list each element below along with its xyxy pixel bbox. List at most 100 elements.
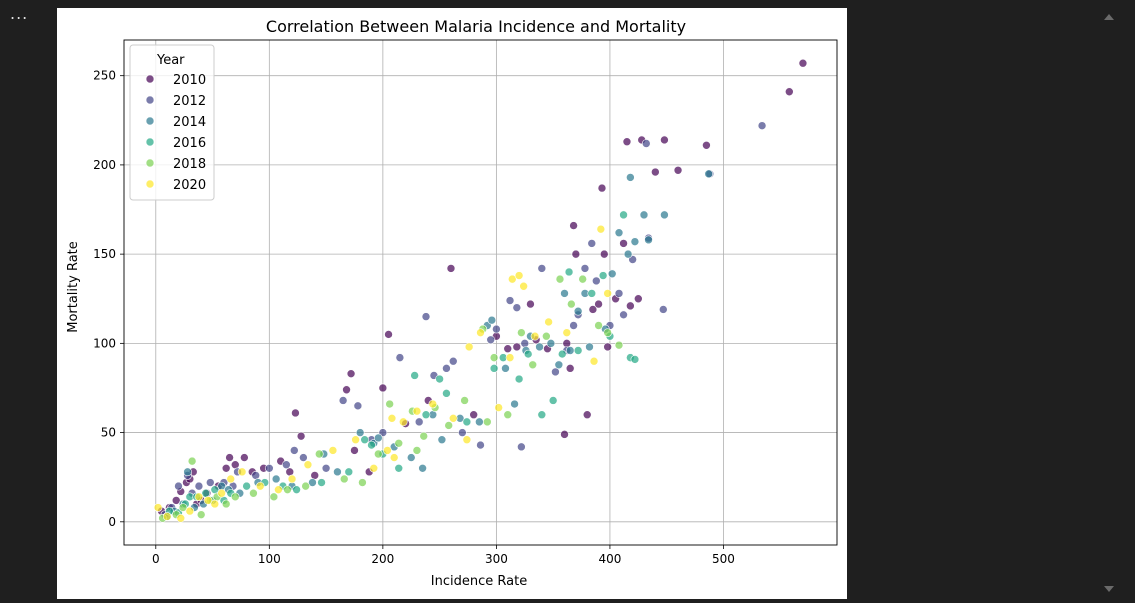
data-point-2018 (412, 446, 422, 455)
data-point-2012 (512, 303, 522, 312)
data-point-2018 (460, 396, 469, 405)
data-point-2010 (171, 496, 181, 505)
data-point-2010 (599, 249, 609, 259)
data-point-2014 (565, 346, 575, 355)
data-point-2020 (274, 485, 283, 494)
x-tick-label: 100 (258, 552, 281, 566)
data-point-2014 (660, 210, 669, 220)
data-point-2020 (387, 414, 397, 423)
data-point-2012 (537, 264, 547, 273)
data-point-2020 (494, 403, 503, 412)
data-point-2012 (265, 463, 274, 473)
data-point-2012 (442, 364, 451, 373)
data-point-2016 (523, 349, 533, 359)
data-point-2010 (310, 471, 320, 480)
data-point-2012 (476, 440, 485, 450)
data-point-2020 (589, 356, 599, 366)
data-point-2014 (585, 342, 594, 352)
data-point-2016 (435, 374, 444, 384)
data-point-2020 (226, 474, 236, 484)
data-point-2010 (626, 301, 635, 311)
data-point-2010 (588, 305, 598, 314)
data-point-2014 (374, 433, 383, 443)
data-point-2010 (296, 431, 306, 441)
y-axis-ticks: 0 50 100 150 200 250 (93, 69, 124, 529)
data-point-2010 (526, 299, 535, 309)
data-point-2016 (367, 440, 376, 450)
data-point-2020 (369, 463, 379, 473)
data-point-2010 (702, 140, 711, 150)
data-point-2012 (353, 401, 363, 411)
data-point-2010 (240, 453, 249, 462)
data-point-2018 (444, 421, 454, 430)
data-point-2014 (437, 435, 447, 445)
data-point-2020 (176, 513, 186, 523)
data-point-2010 (565, 364, 575, 373)
data-point-2012 (421, 312, 431, 321)
legend-marker-2020 (145, 179, 155, 189)
y-tick-label: 50 (101, 426, 116, 440)
data-point-2012 (486, 335, 496, 345)
data-point-2014 (333, 467, 342, 477)
data-point-2010 (562, 339, 572, 348)
data-point-2016 (537, 410, 547, 420)
data-point-2016 (344, 467, 354, 477)
data-point-2012 (592, 276, 601, 286)
data-point-2018 (314, 449, 324, 459)
data-point-2018 (528, 360, 538, 370)
data-point-2016 (317, 478, 326, 487)
more-options-icon[interactable]: ... (10, 4, 29, 23)
data-point-2018 (394, 438, 404, 448)
data-point-2018 (196, 510, 206, 519)
data-point-2016 (462, 417, 472, 427)
data-point-2014 (271, 474, 281, 484)
data-point-2016 (598, 271, 608, 280)
data-point-2018 (374, 449, 383, 459)
data-point-2020 (389, 453, 399, 462)
data-point-2014 (639, 210, 649, 220)
plot-frame (123, 39, 838, 546)
data-point-2020 (596, 224, 606, 234)
data-point-2010 (346, 369, 356, 378)
data-point-2016 (564, 267, 574, 277)
data-point-2018 (358, 478, 367, 487)
data-point-2020 (303, 460, 313, 469)
x-tick-label: 300 (485, 552, 508, 566)
x-tick-label: 0 (152, 552, 160, 566)
data-point-2018 (283, 485, 292, 494)
data-point-2018 (249, 488, 258, 498)
data-point-2020 (428, 399, 438, 409)
data-point-2018 (567, 299, 576, 309)
data-point-2014 (546, 339, 556, 348)
legend-label-2012: 2012 (173, 94, 206, 109)
scroll-down-icon[interactable] (1104, 586, 1114, 592)
data-point-2014 (510, 399, 519, 409)
data-point-2020 (287, 474, 297, 484)
data-point-2020 (476, 328, 485, 337)
vertical-scrollbar[interactable] (1100, 8, 1120, 596)
y-tick-label: 100 (93, 336, 116, 350)
data-point-2018 (178, 503, 188, 512)
data-point-2010 (594, 299, 603, 309)
data-point-2016 (242, 481, 251, 491)
data-point-2016 (630, 355, 640, 364)
scroll-up-icon[interactable] (1104, 14, 1114, 20)
data-point-2010 (350, 446, 359, 455)
data-point-2018 (517, 328, 526, 337)
y-tick-label: 200 (93, 158, 116, 172)
data-point-2020 (462, 435, 472, 445)
data-point-2010 (221, 463, 231, 473)
data-point-2010 (798, 58, 808, 68)
data-point-2016 (292, 485, 301, 494)
data-point-2016 (421, 410, 431, 420)
data-point-2012 (299, 453, 308, 462)
legend-marker-2014 (145, 116, 155, 126)
y-tick-label: 150 (93, 247, 116, 261)
data-point-2018 (578, 274, 587, 284)
data-point-2020 (255, 481, 265, 491)
legend-title: Year (156, 53, 185, 68)
scatter-chart: 0 100 200 300 400 500 0 50 100 150 200 250 Correla… (66, 17, 838, 589)
data-point-2012 (251, 471, 261, 480)
legend-label-2016: 2016 (173, 136, 206, 151)
data-point-2020 (237, 467, 247, 477)
